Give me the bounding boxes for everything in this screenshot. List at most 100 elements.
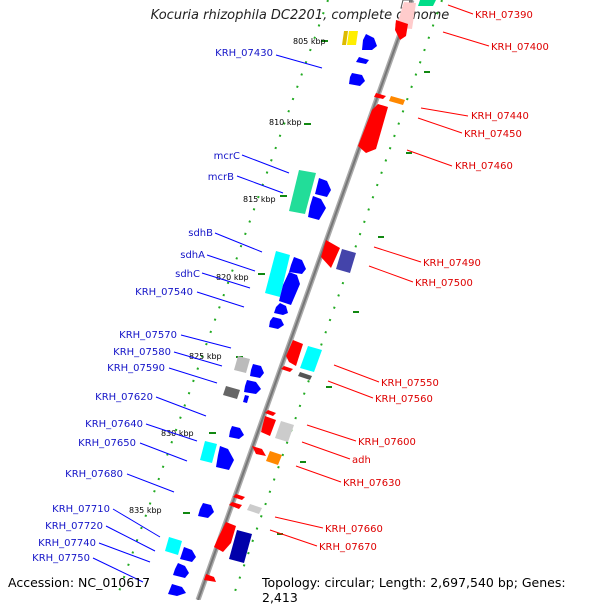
gene-feature xyxy=(200,441,217,463)
kbp-label: 825 kbp xyxy=(189,352,222,361)
topology-text: Topology: circular; Length: 2,697,540 bp… xyxy=(262,575,566,605)
gene-feature xyxy=(286,340,303,366)
left-labels: KRH_07430 mcrC mcrB sdhB sdhA sdhC KRH_0… xyxy=(32,48,273,564)
gene-feature xyxy=(300,346,322,372)
gene-label[interactable]: KRH_07400 xyxy=(491,42,549,53)
gene-feature xyxy=(289,257,306,274)
kbp-label: 805 kbp xyxy=(293,37,326,46)
gene-feature xyxy=(279,272,300,305)
gene-feature xyxy=(356,57,369,64)
gene-feature xyxy=(389,96,405,105)
gene-feature xyxy=(173,563,189,578)
gene-label[interactable]: KRH_07640 xyxy=(85,419,143,430)
gene-feature xyxy=(229,502,242,509)
gene-feature xyxy=(298,372,312,380)
genome-title: Kocuria rhizophila DC2201, complete geno… xyxy=(150,8,450,23)
gene-label[interactable]: KRH_07390 xyxy=(475,10,533,21)
kbp-label: 810 kbp xyxy=(269,118,302,127)
gene-label[interactable]: KRH_07500 xyxy=(415,278,473,289)
gene-label[interactable]: KRH_07740 xyxy=(38,538,96,549)
gene-feature xyxy=(247,504,262,514)
gene-feature xyxy=(216,446,234,470)
gene-label[interactable]: KRH_07660 xyxy=(325,524,383,535)
gene-label[interactable]: KRH_07680 xyxy=(65,469,123,480)
gene-feature xyxy=(418,0,436,6)
gene-label[interactable]: KRH_07590 xyxy=(107,363,165,374)
gene-feature xyxy=(165,537,182,555)
gene-label[interactable]: mcrB xyxy=(208,172,234,183)
gene-label[interactable]: KRH_07630 xyxy=(343,478,401,489)
gene-feature xyxy=(204,574,216,582)
gene-label[interactable]: KRH_07600 xyxy=(358,437,416,448)
gene-label[interactable]: KRH_07440 xyxy=(471,111,529,122)
gene-label[interactable]: sdhA xyxy=(180,250,205,261)
kbp-label: 830 kbp xyxy=(161,429,194,438)
gene-label[interactable]: sdhC xyxy=(175,269,200,280)
gene-feature xyxy=(250,364,264,378)
gene-label[interactable]: KRH_07460 xyxy=(455,161,513,172)
gene-label[interactable]: KRH_07650 xyxy=(78,438,136,449)
gene-feature xyxy=(274,303,288,315)
gene-feature xyxy=(198,503,214,518)
gene-label[interactable]: KRH_07540 xyxy=(135,287,193,298)
gene-feature xyxy=(289,170,316,214)
gene-label[interactable]: KRH_07570 xyxy=(119,330,177,341)
gene-feature xyxy=(342,31,348,45)
gene-feature xyxy=(349,73,365,86)
gene-feature xyxy=(395,20,408,40)
gene-feature xyxy=(266,451,282,465)
gene-feature xyxy=(229,530,252,563)
gene-feature xyxy=(315,178,331,197)
gene-label[interactable]: KRH_07720 xyxy=(45,521,103,532)
gene-feature xyxy=(233,494,245,500)
gene-feature xyxy=(336,249,356,273)
gene-feature xyxy=(275,421,294,442)
genome-axis-core xyxy=(197,0,413,600)
gene-label[interactable]: KRH_07580 xyxy=(113,347,171,358)
left-leaders xyxy=(92,54,323,583)
gene-label[interactable]: mcrC xyxy=(214,151,240,162)
gene-label[interactable]: KRH_07560 xyxy=(375,394,433,405)
gene-feature xyxy=(358,104,388,153)
left-features xyxy=(165,31,377,596)
gene-label[interactable]: KRH_07750 xyxy=(32,553,90,564)
gene-label[interactable]: KRH_07620 xyxy=(95,392,153,403)
right-features xyxy=(204,0,436,582)
gene-feature xyxy=(168,584,186,596)
gene-feature xyxy=(265,251,290,297)
gene-feature xyxy=(308,196,326,220)
gene-label[interactable]: KRH_07710 xyxy=(52,504,110,515)
gene-feature xyxy=(281,366,293,372)
gene-label[interactable]: adh xyxy=(352,455,371,466)
gene-feature xyxy=(243,395,249,403)
right-labels: KRH_07390 KRH_07400 KRH_07440 KRH_07450 … xyxy=(319,10,549,553)
gene-feature xyxy=(234,356,250,373)
gene-feature xyxy=(374,93,386,99)
gene-feature xyxy=(265,410,276,416)
kbp-label: 835 kbp xyxy=(129,506,162,515)
gene-feature xyxy=(223,386,240,399)
gene-label[interactable]: sdhB xyxy=(188,228,213,239)
accession-text: Accession: NC_010617 xyxy=(8,575,151,590)
gene-feature xyxy=(229,426,244,439)
gene-feature xyxy=(321,240,340,268)
guide-line xyxy=(231,0,443,600)
gene-label[interactable]: KRH_07670 xyxy=(319,542,377,553)
gene-feature xyxy=(214,522,236,552)
gene-label[interactable]: KRH_07450 xyxy=(464,129,522,140)
gene-feature xyxy=(180,547,196,562)
right-leaders xyxy=(269,4,490,547)
gene-label[interactable]: KRH_07550 xyxy=(381,378,439,389)
gene-feature xyxy=(347,31,358,45)
gene-feature xyxy=(261,416,276,436)
kbp-label: 820 kbp xyxy=(216,273,249,282)
gene-label[interactable]: KRH_07490 xyxy=(423,258,481,269)
gene-feature xyxy=(269,317,284,329)
gene-feature xyxy=(362,34,377,50)
gene-label[interactable]: KRH_07430 xyxy=(215,48,273,59)
gene-feature xyxy=(244,380,261,394)
gene-feature xyxy=(252,446,266,456)
kbp-label: 815 kbp xyxy=(243,195,276,204)
